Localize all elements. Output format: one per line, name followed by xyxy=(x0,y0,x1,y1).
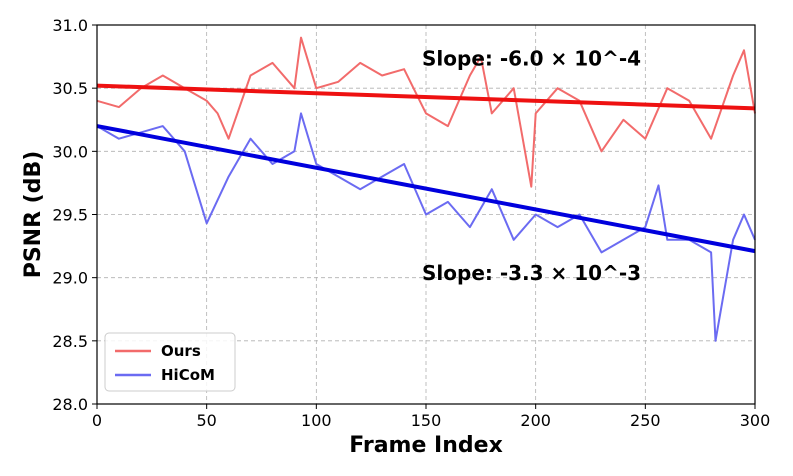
series-line-ours xyxy=(96,36,756,188)
series-line-hicom xyxy=(96,112,756,342)
x-tick-label: 150 xyxy=(411,411,442,430)
legend-label-ours: Ours xyxy=(161,342,201,360)
annotations: Slope: -6.0 × 10^-4 Slope: -3.3 × 10^-3 xyxy=(422,46,641,285)
x-axis-label: Frame Index xyxy=(349,433,503,458)
series-lines xyxy=(96,36,756,342)
y-tick-label: 31.0 xyxy=(52,16,88,35)
y-tick-label: 30.0 xyxy=(52,142,88,161)
y-axis-ticks: 28.0 28.5 29.0 29.5 30.0 30.5 31.0 xyxy=(52,16,97,414)
y-tick-label: 29.0 xyxy=(52,269,88,288)
legend-label-hicom: HiCoM xyxy=(161,366,215,384)
legend: Ours HiCoM xyxy=(104,332,236,392)
x-axis-ticks: 0 50 100 150 200 250 300 xyxy=(92,404,770,430)
y-tick-label: 28.0 xyxy=(52,395,88,414)
y-tick-label: 30.5 xyxy=(52,79,88,98)
slope-annotation: Slope: -6.0 × 10^-4 xyxy=(422,46,641,70)
x-tick-label: 200 xyxy=(520,411,551,430)
y-tick-label: 29.5 xyxy=(52,206,88,225)
y-axis-label: PSNR (dB) xyxy=(21,151,46,279)
x-tick-label: 100 xyxy=(301,411,332,430)
x-tick-label: 300 xyxy=(740,411,771,430)
x-tick-label: 50 xyxy=(196,411,216,430)
legend-box xyxy=(104,332,236,392)
x-tick-label: 0 xyxy=(92,411,102,430)
slope-annotation: Slope: -3.3 × 10^-3 xyxy=(422,261,641,285)
y-tick-label: 28.5 xyxy=(52,332,88,351)
trend-line-ours xyxy=(96,83,756,111)
trend-lines xyxy=(96,83,756,254)
x-tick-label: 250 xyxy=(630,411,661,430)
trend-line-hicom xyxy=(96,124,756,254)
